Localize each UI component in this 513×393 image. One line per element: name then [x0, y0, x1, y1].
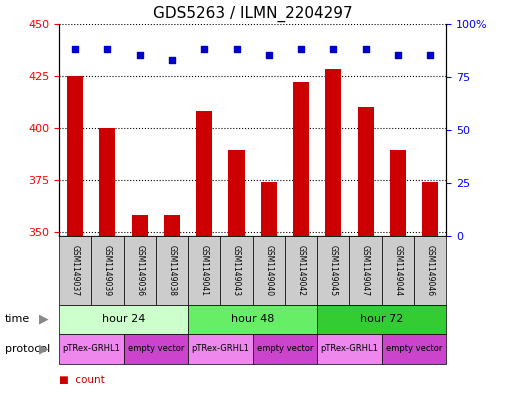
Text: empty vector: empty vector [128, 344, 184, 353]
Text: GSM1149041: GSM1149041 [200, 245, 209, 296]
Text: GSM1149044: GSM1149044 [393, 244, 402, 296]
Point [329, 46, 338, 52]
Text: empty vector: empty vector [256, 344, 313, 353]
Text: hour 72: hour 72 [360, 314, 403, 324]
Bar [100, 128, 115, 236]
Bar [293, 82, 309, 236]
Bar [390, 151, 406, 236]
Bar [422, 182, 438, 236]
Point [71, 46, 79, 52]
Text: hour 24: hour 24 [102, 314, 145, 324]
Point [265, 52, 273, 59]
Bar [67, 75, 83, 236]
Text: GSM1149039: GSM1149039 [103, 244, 112, 296]
Text: GSM1149037: GSM1149037 [71, 244, 80, 296]
Point [426, 52, 435, 59]
Text: ■  count: ■ count [59, 375, 105, 385]
Point [394, 52, 402, 59]
Bar [358, 107, 373, 236]
Point [200, 46, 208, 52]
Text: pTRex-GRHL1: pTRex-GRHL1 [63, 344, 120, 353]
Point [232, 46, 241, 52]
Text: pTRex-GRHL1: pTRex-GRHL1 [321, 344, 379, 353]
Bar [261, 182, 277, 236]
Bar [132, 215, 148, 236]
Point [297, 46, 305, 52]
Text: empty vector: empty vector [386, 344, 442, 353]
Text: ▶: ▶ [39, 313, 48, 326]
Text: time: time [5, 314, 30, 324]
Text: pTRex-GRHL1: pTRex-GRHL1 [191, 344, 249, 353]
Text: hour 48: hour 48 [231, 314, 274, 324]
Text: GSM1149046: GSM1149046 [426, 244, 435, 296]
Title: GDS5263 / ILMN_2204297: GDS5263 / ILMN_2204297 [153, 6, 352, 22]
Bar [228, 151, 245, 236]
Text: GSM1149040: GSM1149040 [264, 244, 273, 296]
Bar [196, 111, 212, 236]
Bar [164, 215, 180, 236]
Text: GSM1149042: GSM1149042 [297, 245, 306, 296]
Text: GSM1149036: GSM1149036 [135, 244, 144, 296]
Text: GSM1149043: GSM1149043 [232, 244, 241, 296]
Text: GSM1149045: GSM1149045 [329, 244, 338, 296]
Text: GSM1149047: GSM1149047 [361, 244, 370, 296]
Text: ▶: ▶ [39, 342, 48, 355]
Bar [325, 69, 342, 236]
Point [103, 46, 111, 52]
Point [362, 46, 370, 52]
Point [168, 57, 176, 63]
Text: GSM1149038: GSM1149038 [167, 245, 176, 296]
Point [135, 52, 144, 59]
Text: protocol: protocol [5, 344, 50, 354]
